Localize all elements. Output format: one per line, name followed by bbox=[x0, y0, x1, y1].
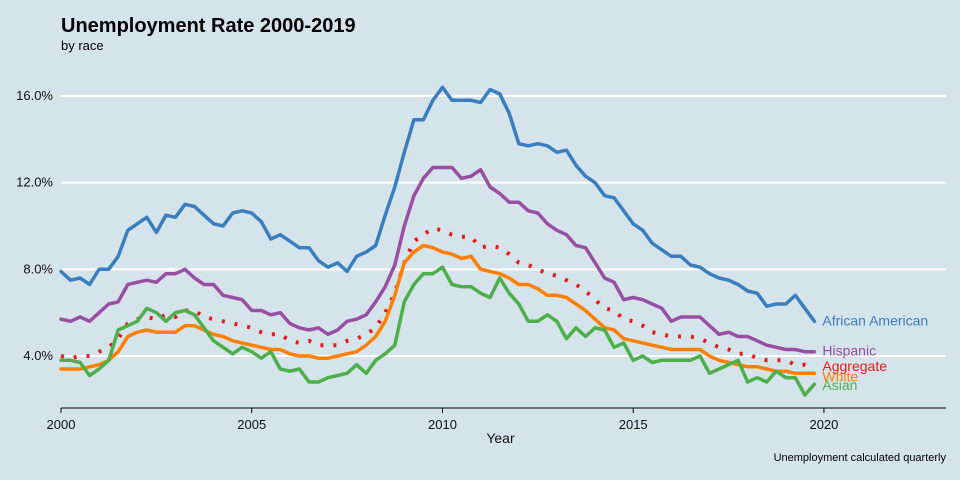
x-tick-label: 2005 bbox=[237, 417, 266, 432]
chart-title: Unemployment Rate 2000-2019 bbox=[61, 15, 356, 37]
series-line-white bbox=[59, 243, 817, 376]
series-lines bbox=[59, 85, 817, 397]
series-line-asian bbox=[59, 265, 817, 397]
series-label-white: White bbox=[822, 368, 858, 384]
series-labels: African American HispanicAggregateWhiteAs… bbox=[822, 312, 928, 393]
chart-subtitle: by race bbox=[61, 38, 104, 53]
x-axis-title: Year bbox=[486, 430, 515, 446]
y-tick-label: 16.0% bbox=[16, 88, 53, 103]
series-label-aggregate: Aggregate bbox=[822, 358, 887, 374]
series-label-african-american: African American bbox=[822, 312, 928, 328]
x-tick-label: 2020 bbox=[809, 417, 838, 432]
x-tick-label: 2015 bbox=[619, 417, 648, 432]
series-line-hispanic bbox=[59, 165, 817, 354]
x-tick-label: 2010 bbox=[428, 417, 457, 432]
y-tick-label: 8.0% bbox=[23, 261, 53, 276]
gridlines bbox=[61, 95, 946, 357]
x-tick-label: 2000 bbox=[47, 417, 76, 432]
chart-caption: Unemployment calculated quarterly bbox=[773, 452, 946, 464]
axes: 4.0% 8.0% 12.0% 16.0% 2000 2005 2010 2015 2020 Ye… bbox=[16, 88, 946, 446]
series-line-african-american bbox=[59, 85, 817, 324]
series-label-hispanic: Hispanic bbox=[822, 343, 876, 359]
y-tick-label: 12.0% bbox=[16, 175, 53, 190]
y-tick-label: 4.0% bbox=[23, 348, 53, 363]
series-label-asian: Asian bbox=[822, 377, 857, 393]
